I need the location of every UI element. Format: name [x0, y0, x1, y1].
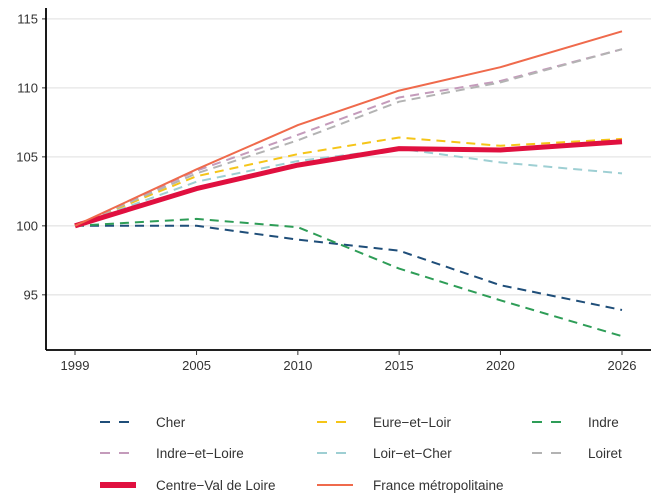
series-line-loiret	[74, 48, 623, 227]
y-tick-label-115: 115	[17, 11, 38, 26]
series-line-centre-val-de-loire	[74, 139, 623, 229]
series-line-cher	[75, 224, 623, 311]
legend-label-indre: Indre	[588, 415, 619, 430]
legend-label-cher: Cher	[156, 415, 186, 430]
legend-label-loir-et-cher: Loir−et−Cher	[373, 446, 452, 461]
legend-label-france-m-tropolitaine: France métropolitaine	[373, 478, 504, 493]
y-tick-label-100: 100	[16, 218, 38, 233]
series-line-loir-et-cher	[74, 147, 623, 227]
series-line-france-m-tropolitaine	[74, 30, 623, 227]
series-line-eure-et-loir	[74, 136, 623, 227]
legend-label-centre-val-de-loire: Centre−Val de Loire	[156, 478, 275, 493]
series-line-indre-et-loire	[74, 48, 623, 227]
series-line-indre	[74, 217, 623, 338]
y-tick-label-105: 105	[16, 149, 38, 164]
legend-label-loiret: Loiret	[588, 446, 622, 461]
legend-label-eure-et-loir: Eure−et−Loir	[373, 415, 452, 430]
y-tick-label-110: 110	[17, 80, 38, 95]
axes: 95 100 105 110 115 1999 2005 2010 2015 2020 2026	[16, 8, 651, 373]
x-tick-label-2010: 2010	[283, 358, 312, 373]
legend-label-indre-et-loire: Indre−et−Loire	[156, 446, 244, 461]
x-tick-label-2015: 2015	[385, 358, 414, 373]
x-tick-label-2026: 2026	[608, 358, 637, 373]
x-tick-label-1999: 1999	[61, 358, 90, 373]
y-tick-label-95: 95	[24, 287, 38, 302]
x-tick-label-2005: 2005	[182, 358, 211, 373]
legend: Cher Eure−et−Loir Indre Indre−et−Loire Loir−…	[100, 415, 622, 493]
series-lines	[74, 30, 623, 338]
x-tick-label-2020: 2020	[486, 358, 515, 373]
